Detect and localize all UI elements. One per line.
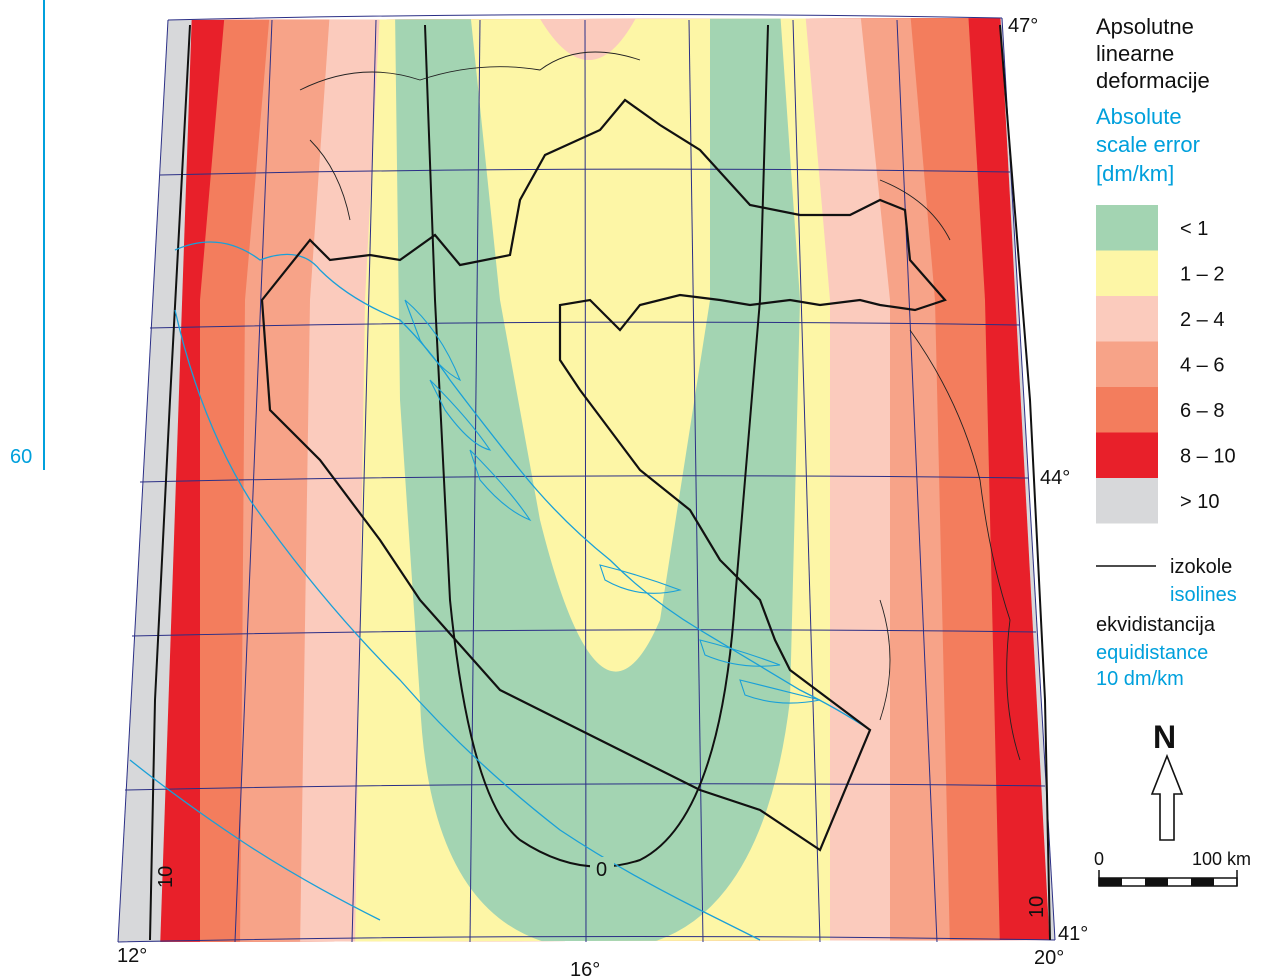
legend-class-label: 4 – 6: [1180, 355, 1224, 377]
isoline-0-label-bg: [590, 857, 614, 881]
legend-swatch: [1096, 296, 1158, 342]
legend: Apsolutne linearne deformacije Absolute …: [1096, 14, 1237, 690]
legend-isolines-hr: izokole: [1170, 556, 1232, 578]
legend-title-hr-2: linearne: [1096, 41, 1174, 66]
legend-class-label: 2 – 4: [1180, 309, 1224, 331]
coastline-italy: [174, 309, 761, 941]
coastline-east-adriatic: [174, 241, 871, 731]
legend-class-label: 8 – 10: [1180, 446, 1236, 468]
lon-16-label: 16°: [570, 959, 600, 979]
scalebar: 0 100 km: [1094, 849, 1251, 887]
isoline-10-left: [149, 24, 191, 941]
legend-title-hr-1: Apsolutne: [1096, 14, 1194, 39]
scalebar-seg-3: [1145, 878, 1168, 886]
legend-title-hr-3: deformacije: [1096, 68, 1210, 93]
scalebar-start-label: 0: [1094, 849, 1104, 869]
lat-47-label: 47°: [1008, 15, 1038, 37]
north-arrow-icon: [1150, 753, 1184, 841]
isoline-0-label: 0: [596, 859, 607, 881]
lat-41-label: 41°: [1058, 923, 1088, 945]
graticule: [117, 13, 1056, 943]
isoline-10-right-label: 10: [1026, 896, 1048, 918]
legend-title-en-3: [dm/km]: [1096, 161, 1174, 186]
legend-equidistance-en-1: equidistance: [1096, 642, 1208, 664]
legend-swatch: [1096, 250, 1158, 296]
scalebar-seg-5: [1191, 878, 1214, 886]
isoline-10-left-label: 10: [155, 866, 177, 888]
lat-44-label: 44°: [1040, 467, 1070, 489]
legend-swatch: [1096, 432, 1158, 478]
isoline-10-right: [999, 24, 1051, 941]
legend-swatch: [1096, 341, 1158, 387]
legend-isolines-en: isolines: [1170, 584, 1237, 606]
legend-class-label: 1 – 2: [1180, 264, 1224, 286]
zone-notch: [535, 18, 640, 60]
legend-class-label: 6 – 8: [1180, 400, 1224, 422]
country-border: [260, 98, 947, 852]
coastline-south: [129, 759, 381, 921]
north-label: N: [1153, 719, 1176, 755]
legend-equidistance-hr: ekvidistancija: [1096, 614, 1216, 636]
lon-12-label: 12°: [117, 945, 147, 967]
neighbor-borders: [299, 51, 1021, 761]
legend-swatch: [1096, 387, 1158, 433]
zone-lt1: [395, 18, 800, 942]
islands: [404, 299, 821, 704]
isoline-0: [424, 24, 769, 868]
legend-title-en-1: Absolute: [1096, 104, 1182, 129]
legend-classes: < 1 1 – 2 2 – 4 4 – 6 6 – 8 8 – 10 > 10: [1096, 205, 1236, 524]
scalebar-seg-1: [1099, 878, 1122, 886]
north-arrow: N: [1150, 719, 1184, 841]
legend-swatch: [1096, 478, 1158, 524]
lon-20-label: 20°: [1034, 947, 1064, 969]
legend-class-label: < 1: [1180, 218, 1208, 240]
legend-equidistance-en-2: 10 dm/km: [1096, 668, 1184, 690]
legend-title-en-2: scale error: [1096, 132, 1200, 157]
scalebar-end-label: 100 km: [1192, 849, 1251, 869]
map-frame-content: [118, 18, 1055, 942]
legend-class-label: > 10: [1180, 491, 1219, 513]
legend-swatch: [1096, 205, 1158, 251]
ruler-label: 60: [10, 446, 32, 468]
